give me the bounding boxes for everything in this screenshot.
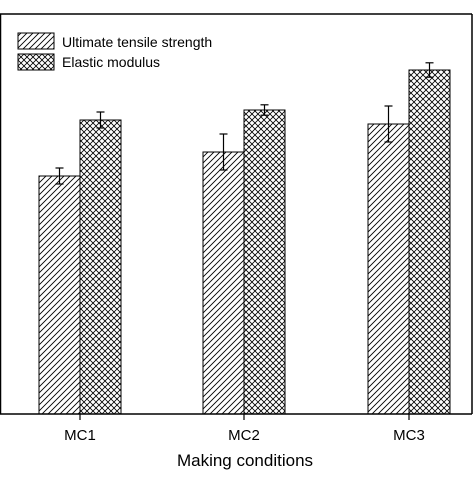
- bar-ultimate-tensile-strength-mc3: [367, 123, 410, 415]
- x-ticks-layer: MC1 MC2 MC3: [64, 414, 425, 444]
- error-bar-ultimate-tensile-strength-mc1: [55, 167, 64, 185]
- error-bar-elastic-modulus-mc3: [425, 62, 434, 78]
- x-axis-title: Making conditions: [177, 451, 313, 470]
- legend: Ultimate tensile strength Elastic modulu…: [17, 32, 212, 71]
- error-bars-layer: [55, 62, 434, 185]
- x-tick-label-mc2: MC2: [228, 427, 260, 444]
- legend-label-elastic-modulus: Elastic modulus: [62, 54, 160, 70]
- bar-elastic-modulus-mc1: [79, 119, 122, 415]
- error-bar-elastic-modulus-mc2: [260, 104, 269, 116]
- error-bar-elastic-modulus-mc1: [96, 111, 105, 129]
- legend-swatch-ultimate-tensile-strength: [17, 32, 55, 50]
- error-bar-ultimate-tensile-strength-mc2: [219, 133, 228, 171]
- x-tick-label-mc1: MC1: [64, 427, 96, 444]
- bar-elastic-modulus-mc3: [408, 69, 451, 415]
- bar-ultimate-tensile-strength-mc2: [202, 151, 245, 415]
- bars-layer: [38, 69, 451, 415]
- error-bar-ultimate-tensile-strength-mc3: [384, 105, 393, 143]
- bar-ultimate-tensile-strength-mc1: [38, 175, 81, 415]
- x-tick-label-mc3: MC3: [393, 427, 425, 444]
- legend-swatch-elastic-modulus: [17, 53, 55, 71]
- bar-elastic-modulus-mc2: [243, 109, 286, 415]
- legend-label-ultimate-tensile-strength: Ultimate tensile strength: [62, 34, 212, 50]
